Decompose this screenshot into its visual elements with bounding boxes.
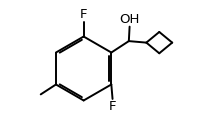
Text: OH: OH <box>119 13 140 26</box>
Text: F: F <box>80 8 87 21</box>
Text: F: F <box>109 100 116 113</box>
